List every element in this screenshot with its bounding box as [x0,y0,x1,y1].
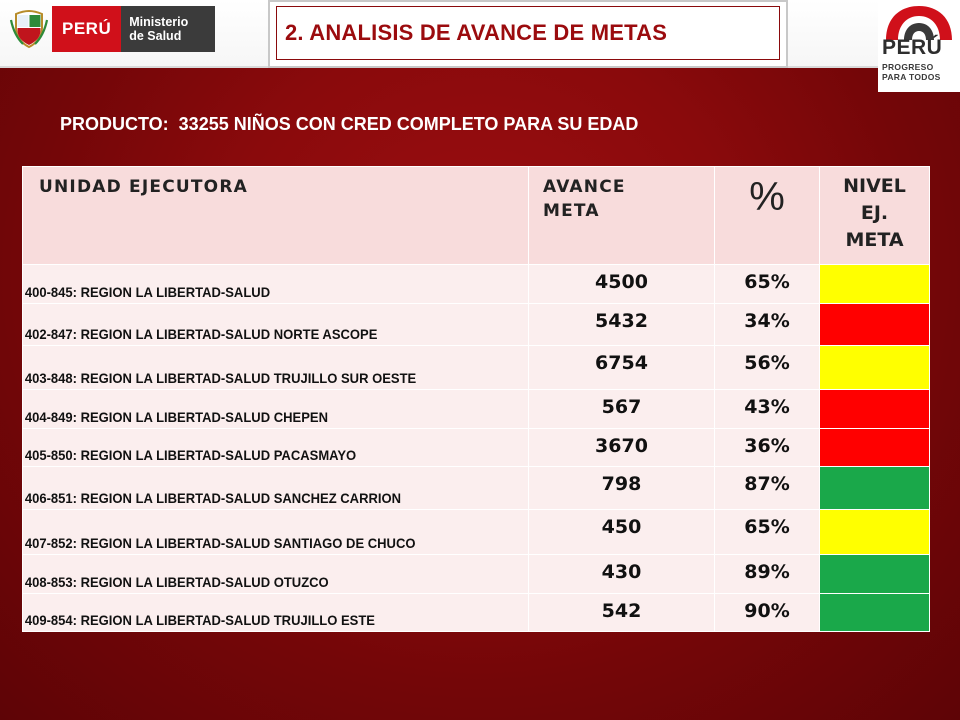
cell-unidad-ejecutora: 402-847: REGION LA LIBERTAD-SALUD NORTE … [22,303,529,346]
cell-unidad-ejecutora: 400-845: REGION LA LIBERTAD-SALUD [22,264,529,304]
cell-percent: 36% [714,428,820,467]
minsa-country-label: PERÚ [52,6,122,52]
cell-unidad-ejecutora: 403-848: REGION LA LIBERTAD-SALUD TRUJIL… [22,345,529,390]
peru-progreso-logo: PERÚ PROGRESO PARA TODOS [878,0,960,92]
table-body: 400-845: REGION LA LIBERTAD-SALUD 4500 65%… [22,264,930,632]
minsa-logo: PERÚ Ministerio de Salud [6,6,216,52]
cell-percent: 87% [714,466,820,510]
cell-percent: 34% [714,303,820,346]
table-row: 403-848: REGION LA LIBERTAD-SALUD TRUJIL… [22,345,930,390]
cell-avance-meta: 5432 [528,303,715,346]
cell-avance-meta: 567 [528,389,715,429]
unidad-ejecutora-text: 403-848: REGION LA LIBERTAD-SALUD TRUJIL… [24,370,417,386]
unidad-ejecutora-text: 400-845: REGION LA LIBERTAD-SALUD [24,284,271,300]
coat-of-arms-icon [6,6,52,52]
header-percent: % [714,166,820,265]
minsa-ministry-line1: Ministerio [129,15,189,29]
cell-percent: 65% [714,264,820,304]
cell-percent: 89% [714,554,820,594]
title-box: 2. ANALISIS DE AVANCE DE METAS [268,0,788,68]
header-nivel-line2: EJ. [860,202,889,224]
unidad-ejecutora-text: 407-852: REGION LA LIBERTAD-SALUD SANTIA… [24,535,416,551]
table-row: 408-853: REGION LA LIBERTAD-SALUD OTUZCO… [22,554,930,594]
cell-level-indicator-green [819,554,930,594]
header-nivel-ej-meta: NIVEL EJ. META [819,166,930,265]
cell-percent: 43% [714,389,820,429]
unidad-ejecutora-text: 409-854: REGION LA LIBERTAD-SALUD TRUJIL… [24,612,375,628]
cell-level-indicator-yellow [819,509,930,555]
table-row: 404-849: REGION LA LIBERTAD-SALUD CHEPEN… [22,389,930,429]
cell-level-indicator-red [819,428,930,467]
title-inner-frame: 2. ANALISIS DE AVANCE DE METAS [276,6,780,60]
cell-level-indicator-yellow [819,345,930,390]
unidad-ejecutora-text: 408-853: REGION LA LIBERTAD-SALUD OTUZCO [24,574,329,590]
peru-logo-word: PERÚ [882,36,943,59]
minsa-ministry-line2: de Salud [129,29,182,43]
cell-unidad-ejecutora: 409-854: REGION LA LIBERTAD-SALUD TRUJIL… [22,593,529,632]
cell-unidad-ejecutora: 405-850: REGION LA LIBERTAD-SALUD PACASM… [22,428,529,467]
product-text: 33255 NIÑOS CON CRED COMPLETO PARA SU ED… [178,114,639,134]
table-row: 406-851: REGION LA LIBERTAD-SALUD SANCHE… [22,466,930,510]
cell-avance-meta: 798 [528,466,715,510]
table-row: 402-847: REGION LA LIBERTAD-SALUD NORTE … [22,303,930,346]
cell-level-indicator-green [819,593,930,632]
header-nivel-line1: NIVEL [843,175,906,197]
cell-level-indicator-yellow [819,264,930,304]
cell-avance-meta: 4500 [528,264,715,304]
table-row: 400-845: REGION LA LIBERTAD-SALUD 4500 65% [22,264,930,304]
cell-unidad-ejecutora: 406-851: REGION LA LIBERTAD-SALUD SANCHE… [22,466,529,510]
header-avance-line2: META [543,201,600,221]
cell-percent: 90% [714,593,820,632]
unidad-ejecutora-text: 404-849: REGION LA LIBERTAD-SALUD CHEPEN [24,409,328,425]
cell-avance-meta: 430 [528,554,715,594]
cell-unidad-ejecutora: 404-849: REGION LA LIBERTAD-SALUD CHEPEN [22,389,529,429]
header-nivel-line3: META [845,229,904,251]
unidad-ejecutora-text: 406-851: REGION LA LIBERTAD-SALUD SANCHE… [24,490,402,506]
minsa-ministry-label: Ministerio de Salud [121,6,216,52]
unidad-ejecutora-text: 405-850: REGION LA LIBERTAD-SALUD PACASM… [24,447,357,463]
goals-table: UNIDAD EJECUTORA AVANCE META % NIVEL EJ.… [22,166,930,632]
cell-level-indicator-red [819,303,930,346]
cell-unidad-ejecutora: 407-852: REGION LA LIBERTAD-SALUD SANTIA… [22,509,529,555]
cell-unidad-ejecutora: 408-853: REGION LA LIBERTAD-SALUD OTUZCO [22,554,529,594]
tagline-line2: PARA TODOS [882,72,941,82]
cell-avance-meta: 3670 [528,428,715,467]
cell-level-indicator-red [819,389,930,429]
peru-arc-icon [886,6,952,40]
peru-logo-tagline: PROGRESO PARA TODOS [882,62,941,82]
cell-avance-meta: 450 [528,509,715,555]
table-row: 405-850: REGION LA LIBERTAD-SALUD PACASM… [22,428,930,467]
header-avance-line1: AVANCE [543,177,626,197]
cell-avance-meta: 6754 [528,345,715,390]
cell-percent: 56% [714,345,820,390]
header-avance-meta: AVANCE META [528,166,715,265]
page-title: 2. ANALISIS DE AVANCE DE METAS [285,20,668,45]
product-heading: PRODUCTO: 33255 NIÑOS CON CRED COMPLETO P… [60,114,638,135]
table-row: 409-854: REGION LA LIBERTAD-SALUD TRUJIL… [22,593,930,632]
header-unidad-ejecutora: UNIDAD EJECUTORA [22,166,529,265]
tagline-line1: PROGRESO [882,62,934,72]
unidad-ejecutora-text: 402-847: REGION LA LIBERTAD-SALUD NORTE … [24,326,378,342]
product-label: PRODUCTO: [60,114,169,134]
table-header-row: UNIDAD EJECUTORA AVANCE META % NIVEL EJ.… [22,166,930,265]
cell-avance-meta: 542 [528,593,715,632]
cell-level-indicator-green [819,466,930,510]
cell-percent: 65% [714,509,820,555]
table-row: 407-852: REGION LA LIBERTAD-SALUD SANTIA… [22,509,930,555]
